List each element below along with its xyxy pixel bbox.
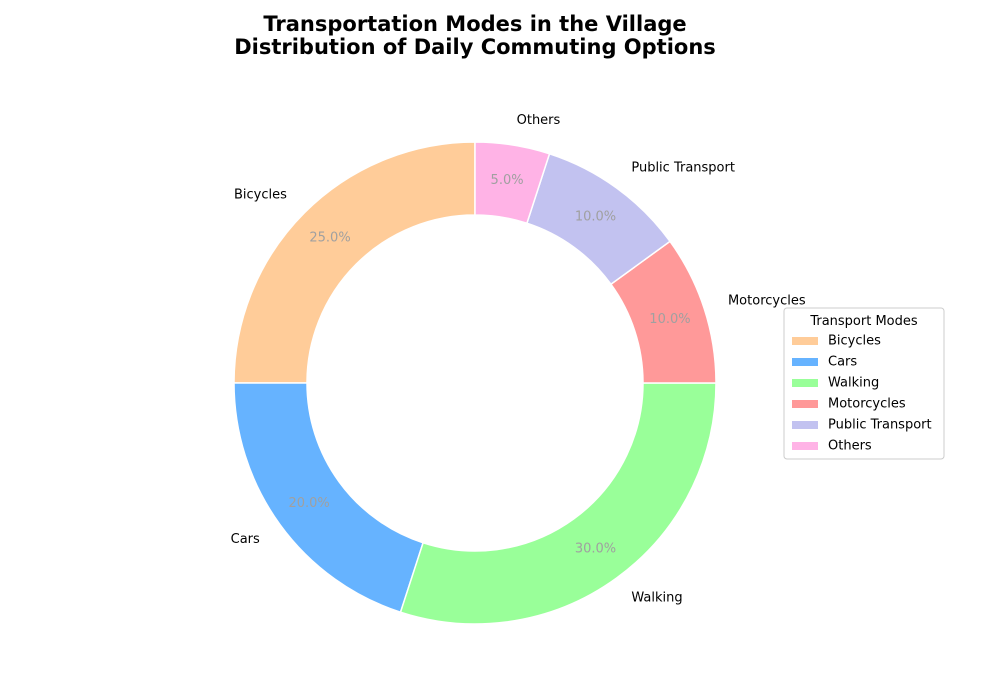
legend-label-cars: Cars bbox=[828, 355, 857, 370]
legend-swatch-bicycles bbox=[792, 337, 818, 345]
slice-label-others: Others bbox=[517, 113, 561, 128]
category-labels: Bicycles Cars Walking Motorcycles Public Tra… bbox=[231, 113, 806, 606]
slice-label-walking: Walking bbox=[631, 591, 682, 606]
legend-label-bicycles: Bicycles bbox=[828, 334, 881, 349]
legend-frame bbox=[783, 307, 945, 460]
percent-label-walking: 30.0% bbox=[575, 541, 616, 556]
slice-label-motorcycles: Motorcycles bbox=[728, 293, 806, 308]
legend-label-public-transport: Public Transport bbox=[828, 418, 932, 433]
legend-label-walking: Walking bbox=[828, 376, 879, 391]
percent-labels: 25.0% 20.0% 30.0% 10.0% 10.0% 5.0% bbox=[288, 173, 690, 556]
slice-walking bbox=[399, 382, 717, 625]
slice-label-bicycles: Bicycles bbox=[234, 187, 287, 202]
legend-label-others: Others bbox=[828, 439, 872, 454]
legend-swatch-others bbox=[792, 442, 818, 450]
chart-title: Transportation Modes in the Village bbox=[263, 12, 686, 36]
slice-label-cars: Cars bbox=[231, 532, 260, 547]
chart-subtitle: Distribution of Daily Commuting Options bbox=[234, 35, 716, 59]
legend-items: Bicycles Cars Walking Motorcycles Public Tra… bbox=[792, 334, 932, 454]
percent-label-others: 5.0% bbox=[491, 173, 524, 188]
percent-label-bicycles: 25.0% bbox=[309, 231, 350, 246]
slice-label-public-transport: Public Transport bbox=[631, 160, 735, 175]
legend-swatch-public-transport bbox=[792, 421, 818, 429]
donut-slices bbox=[233, 141, 717, 625]
percent-label-public-transport: 10.0% bbox=[575, 210, 616, 225]
legend-title: Transport Modes bbox=[809, 314, 918, 329]
percent-label-motorcycles: 10.0% bbox=[649, 312, 690, 327]
slice-bicycles bbox=[233, 141, 476, 384]
legend-swatch-walking bbox=[792, 379, 818, 387]
legend-swatch-motorcycles bbox=[792, 400, 818, 408]
legend: Transport Modes Bicycles Cars Walking Motor… bbox=[783, 307, 945, 460]
legend-swatch-cars bbox=[792, 358, 818, 366]
percent-label-cars: 20.0% bbox=[288, 496, 329, 511]
slice-others bbox=[474, 141, 551, 225]
legend-label-motorcycles: Motorcycles bbox=[828, 397, 906, 412]
